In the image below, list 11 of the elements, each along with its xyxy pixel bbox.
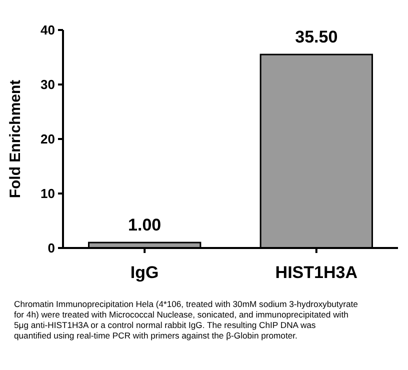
y-tick-label: 20 xyxy=(40,132,55,147)
y-tick-label: 10 xyxy=(40,186,55,202)
data-label: 35.50 xyxy=(295,28,338,47)
x-tick-label: HIST1H3A xyxy=(275,263,358,282)
y-axis-title: Fold Enrichment xyxy=(7,80,24,198)
y-tick-label: 40 xyxy=(40,22,55,38)
data-label: 1.00 xyxy=(128,216,162,235)
y-tick-label: 0 xyxy=(48,240,55,256)
y-tick-label: 30 xyxy=(40,77,55,92)
text: Chromatin Immunoprecipitation Hela (4*106, treated with 30mM sodium 3-hydroxybutyrate for 4h) were treated with Micrococcal Nuclease, sonicated, and immunoprecipitated with 5μg anti-HIST1H3A or a control normal rabbit IgG. The resulting ChIP DNA was quantified using real-time PCR with primers against the β-Globin promoter. xyxy=(14,299,358,340)
x-tick-label: IgG xyxy=(130,263,159,282)
